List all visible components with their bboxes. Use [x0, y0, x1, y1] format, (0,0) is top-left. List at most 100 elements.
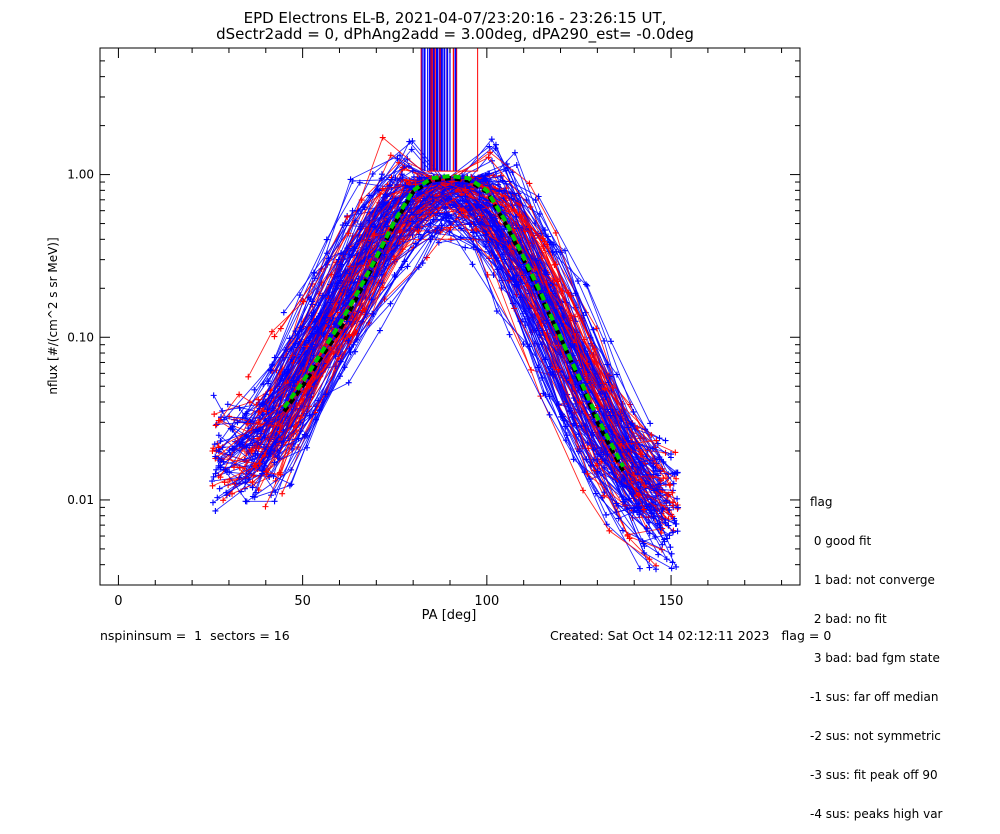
- data-point: [210, 392, 217, 399]
- data-point: [323, 236, 330, 243]
- data-point: [265, 380, 272, 387]
- data-point: [213, 466, 220, 473]
- data-point: [485, 154, 492, 161]
- data-point: [404, 155, 411, 162]
- data-point: [506, 178, 513, 185]
- data-point: [458, 210, 465, 217]
- data-point: [277, 325, 284, 332]
- data-point: [408, 218, 415, 225]
- data-point: [345, 337, 352, 344]
- data-point: [346, 251, 353, 258]
- data-point: [486, 149, 493, 156]
- data-point: [255, 408, 262, 415]
- data-point: [251, 386, 258, 393]
- data-point: [380, 201, 387, 208]
- data-point: [274, 454, 281, 461]
- data-point: [292, 328, 299, 335]
- data-point: [209, 447, 216, 454]
- data-point: [435, 239, 442, 246]
- data-point: [666, 532, 673, 539]
- data-point: [304, 444, 311, 451]
- data-point: [345, 379, 352, 386]
- fit-curve: [282, 173, 625, 468]
- data-point: [667, 481, 674, 488]
- data-point: [640, 506, 647, 513]
- data-point: [252, 463, 259, 470]
- data-point: [650, 463, 657, 470]
- y-axis-label: nflux [#/(cm^2 s sr MeV)]: [46, 237, 60, 394]
- data-point: [412, 181, 419, 188]
- data-point: [212, 470, 219, 477]
- data-point: [212, 507, 219, 514]
- data-point: [639, 462, 646, 469]
- data-point: [653, 566, 660, 573]
- data-point: [470, 244, 477, 251]
- data-point: [621, 475, 628, 482]
- data-point: [337, 358, 344, 365]
- legend-item: -3 sus: fit peak off 90: [810, 768, 938, 782]
- data-point: [250, 472, 257, 479]
- data-trace: [222, 194, 650, 560]
- data-point: [654, 481, 661, 488]
- data-point: [406, 227, 413, 234]
- data-point: [229, 490, 236, 497]
- data-point: [479, 183, 486, 190]
- data-point: [288, 481, 295, 488]
- data-point: [604, 406, 611, 413]
- data-point: [211, 411, 218, 418]
- data-point: [345, 230, 352, 237]
- data-point: [448, 178, 455, 185]
- data-point: [567, 312, 574, 319]
- data-point: [520, 341, 527, 348]
- data-point: [255, 426, 262, 433]
- legend-item: 1 bad: not converge: [810, 573, 935, 587]
- data-point: [402, 182, 409, 189]
- data-point: [271, 498, 278, 505]
- data-point: [418, 174, 425, 181]
- data-point: [279, 490, 286, 497]
- data-point: [513, 161, 520, 168]
- data-point: [634, 424, 641, 431]
- y-tick-label: 0.10: [67, 330, 94, 344]
- plot-data: [209, 48, 682, 573]
- data-point: [482, 177, 489, 184]
- data-point: [368, 296, 375, 303]
- data-point: [640, 540, 647, 547]
- data-point: [255, 445, 262, 452]
- data-point: [538, 287, 545, 294]
- data-point: [215, 448, 222, 455]
- data-point: [664, 535, 671, 542]
- data-point: [352, 348, 359, 355]
- data-point: [387, 300, 394, 307]
- data-point: [406, 138, 413, 145]
- data-point: [656, 456, 663, 463]
- data-point: [429, 194, 436, 201]
- data-point: [656, 467, 663, 474]
- data-trace: [279, 164, 676, 475]
- data-point: [590, 456, 597, 463]
- legend-title: flag: [810, 495, 833, 509]
- data-point: [647, 420, 654, 427]
- data-point: [215, 432, 222, 439]
- data-point: [408, 146, 415, 153]
- data-point: [396, 152, 403, 159]
- legend-item: 0 good fit: [810, 534, 872, 548]
- data-point: [446, 211, 453, 218]
- data-point: [584, 282, 591, 289]
- legend-item: -4 sus: peaks high var: [810, 807, 943, 821]
- legend-item: 3 bad: bad fgm state: [810, 651, 940, 665]
- data-point: [654, 440, 661, 447]
- data-point: [607, 338, 614, 345]
- data-point: [543, 317, 550, 324]
- data-point: [255, 419, 262, 426]
- data-point: [216, 485, 223, 492]
- chart: EPD Electrons EL-B, 2021-04-07/23:20:16 …: [46, 9, 801, 623]
- data-point: [236, 391, 243, 398]
- data-point: [358, 197, 365, 204]
- data-point: [527, 259, 534, 266]
- data-point: [319, 292, 326, 299]
- data-point: [427, 236, 434, 243]
- data-point: [646, 564, 653, 571]
- data-point: [366, 192, 373, 199]
- data-point: [434, 180, 441, 187]
